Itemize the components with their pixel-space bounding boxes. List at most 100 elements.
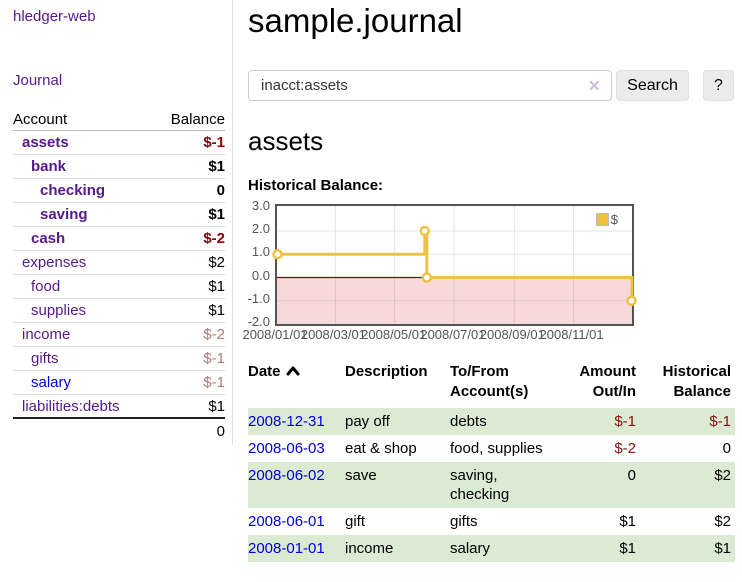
x-tick: 2008/03/01 xyxy=(301,327,366,342)
account-link[interactable]: bank xyxy=(13,158,66,175)
sidebar-item-journal[interactable]: Journal xyxy=(13,72,62,89)
transaction-date-link[interactable]: 2008-01-01 xyxy=(248,540,325,557)
account-row-liabilities-debts: liabilities:debts $1 xyxy=(13,395,225,419)
x-tick: 2008/09/01 xyxy=(480,327,545,342)
transaction-amount: 0 xyxy=(562,462,640,508)
account-balance: $1 xyxy=(208,206,225,223)
transaction-description: income xyxy=(345,535,450,562)
register-row: 2008-06-03 eat & shop food, supplies $-2… xyxy=(248,435,735,462)
app-title-link[interactable]: hledger-web xyxy=(13,8,96,25)
account-link[interactable]: checking xyxy=(13,182,105,199)
legend-color-swatch xyxy=(596,213,609,226)
column-header-description: Description xyxy=(345,360,450,408)
x-tick: 2008/11/01 xyxy=(540,327,604,342)
accounts-header-balance: Balance xyxy=(171,111,225,128)
account-link[interactable]: food xyxy=(13,278,60,295)
accounts-total-row: 0 xyxy=(13,419,225,443)
account-link[interactable]: supplies xyxy=(13,302,86,319)
transaction-description: eat & shop xyxy=(345,435,450,462)
account-row-bank: bank $1 xyxy=(13,155,225,179)
transaction-date-link[interactable]: 2008-06-02 xyxy=(248,467,325,484)
account-row-income: income $-2 xyxy=(13,323,225,347)
account-link[interactable]: assets xyxy=(13,134,69,151)
transaction-amount: $1 xyxy=(562,535,640,562)
accounts-tree: Account Balance assets $-1 bank $1 check… xyxy=(13,108,225,443)
account-row-salary: salary $-1 xyxy=(13,371,225,395)
account-balance: $-2 xyxy=(203,230,225,247)
transaction-date-link[interactable]: 2008-06-03 xyxy=(248,440,325,457)
account-balance: $1 xyxy=(208,278,225,295)
account-link[interactable]: expenses xyxy=(13,254,86,271)
account-balance: $-2 xyxy=(203,326,225,343)
transaction-balance: $2 xyxy=(640,462,735,508)
hledger-web-page: hledger-web Journal Account Balance asse… xyxy=(0,0,742,582)
account-balance: $1 xyxy=(208,158,225,175)
account-link[interactable]: cash xyxy=(13,230,65,247)
column-header-date-label: Date xyxy=(248,363,281,380)
column-header-date[interactable]: Date xyxy=(248,360,345,408)
transaction-amount: $1 xyxy=(562,508,640,535)
account-link[interactable]: income xyxy=(13,326,70,343)
x-tick: 2008/05/01 xyxy=(361,327,426,342)
transaction-balance: $2 xyxy=(640,508,735,535)
accounts-header-account: Account xyxy=(13,111,67,128)
account-balance: $1 xyxy=(208,302,225,319)
transaction-amount: $-1 xyxy=(562,408,640,435)
transaction-date-link[interactable]: 2008-06-01 xyxy=(248,513,325,530)
historical-balance-chart: 3.0 2.0 1.0 0.0 -1.0 -2.0 xyxy=(248,0,742,350)
y-tick: -1.0 xyxy=(240,291,270,306)
y-tick: 3.0 xyxy=(240,198,270,213)
account-balance: $2 xyxy=(208,254,225,271)
y-tick: 2.0 xyxy=(240,221,270,236)
transaction-accounts: food, supplies xyxy=(450,435,562,462)
account-row-gifts: gifts $-1 xyxy=(13,347,225,371)
account-row-food: food $1 xyxy=(13,275,225,299)
transaction-balance: $-1 xyxy=(640,408,735,435)
transaction-description: save xyxy=(345,462,450,508)
transaction-accounts: gifts xyxy=(450,508,562,535)
y-tick: 0.0 xyxy=(240,268,270,283)
register-row: 2008-06-02 save saving, checking 0 $2 xyxy=(248,462,735,508)
account-row-cash: cash $-2 xyxy=(13,227,225,251)
register-row: 2008-12-31 pay off debts $-1 $-1 xyxy=(248,408,735,435)
account-balance: $1 xyxy=(208,398,225,415)
chart-canvas xyxy=(277,206,632,324)
sidebar: hledger-web Journal Account Balance asse… xyxy=(0,0,233,445)
account-balance: $-1 xyxy=(203,350,225,367)
account-balance: 0 xyxy=(217,182,225,199)
transaction-balance: 0 xyxy=(640,435,735,462)
account-row-checking: checking 0 xyxy=(13,179,225,203)
account-row-saving: saving $1 xyxy=(13,203,225,227)
legend-label: $ xyxy=(611,212,618,227)
column-header-accounts: To/From Account(s) xyxy=(450,360,562,408)
account-row-assets: assets $-1 xyxy=(13,131,225,155)
transaction-balance: $1 xyxy=(640,535,735,562)
register-row: 2008-06-01 gift gifts $1 $2 xyxy=(248,508,735,535)
account-balance: $-1 xyxy=(203,134,225,151)
y-tick: 1.0 xyxy=(240,244,270,259)
sort-ascending-icon xyxy=(286,362,300,382)
register-header-row: Date Description To/From Account(s) Amou… xyxy=(248,360,735,408)
account-link[interactable]: salary xyxy=(13,374,71,391)
register-table: Date Description To/From Account(s) Amou… xyxy=(248,360,735,562)
chart-legend: $ xyxy=(596,212,618,227)
account-row-supplies: supplies $1 xyxy=(13,299,225,323)
register-row: 2008-01-01 income salary $1 $1 xyxy=(248,535,735,562)
transaction-description: pay off xyxy=(345,408,450,435)
main-content: sample.journal ✕ Search ? assets Histori… xyxy=(248,0,742,582)
x-tick: 2008/07/01 xyxy=(420,327,485,342)
account-link[interactable]: gifts xyxy=(13,350,59,367)
accounts-header-row: Account Balance xyxy=(13,108,225,131)
account-balance: $-1 xyxy=(203,374,225,391)
transaction-accounts: debts xyxy=(450,408,562,435)
column-header-balance: Historical Balance xyxy=(640,360,735,408)
account-link[interactable]: liabilities:debts xyxy=(13,398,120,415)
transaction-date-link[interactable]: 2008-12-31 xyxy=(248,413,325,430)
x-tick: 2008/01/01 xyxy=(242,327,307,342)
column-header-amount: Amount Out/In xyxy=(562,360,640,408)
account-link[interactable]: saving xyxy=(13,206,88,223)
transaction-accounts: saving, checking xyxy=(450,462,562,508)
transaction-accounts: salary xyxy=(450,535,562,562)
account-row-expenses: expenses $2 xyxy=(13,251,225,275)
plot-area: $ xyxy=(275,204,634,326)
